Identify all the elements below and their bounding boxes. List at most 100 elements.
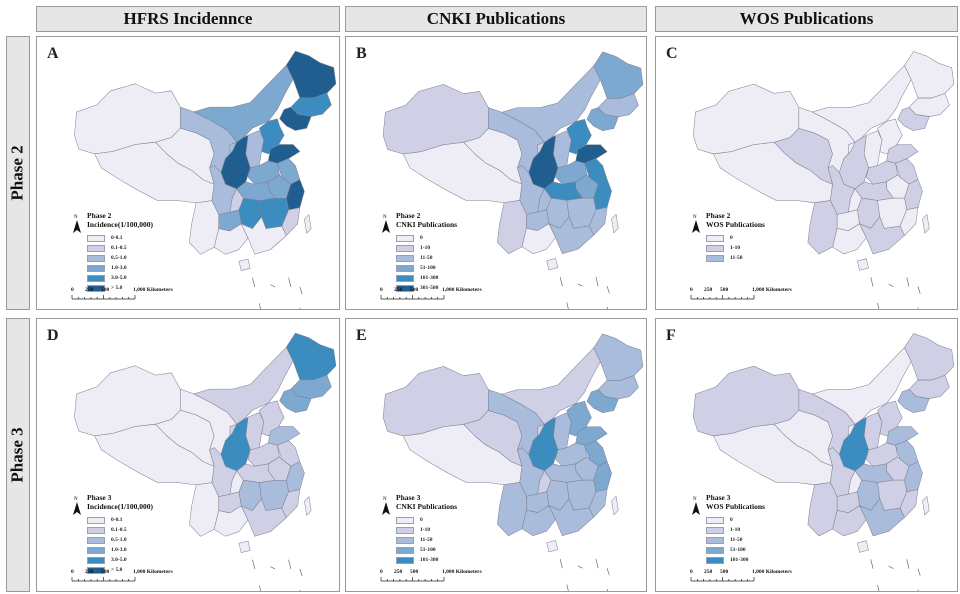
island-dash [870, 559, 874, 569]
legend-label: 11-50 [420, 255, 433, 261]
china-map [74, 332, 337, 591]
scale-tick-label: 500 [410, 569, 419, 575]
legend-swatch [87, 284, 105, 292]
legend-item: 0.1-0.5 [87, 525, 127, 535]
province-taiwan [304, 496, 312, 516]
legend-label: 0 [730, 235, 733, 241]
legend-item: 1-10 [396, 525, 438, 535]
scale-ruler [380, 577, 445, 582]
island-dash [877, 302, 880, 309]
scale-tick-label: 1,000 Kilometers [442, 287, 482, 293]
scale-ruler [71, 577, 136, 582]
legend-label: 1.0-3.0 [111, 547, 127, 553]
legend-label: 0-0.1 [111, 517, 123, 523]
legend-swatch [396, 264, 414, 272]
row-header-phase2: Phase 2 [6, 36, 30, 310]
island-dash [559, 276, 563, 287]
panel-letter: B [356, 45, 367, 62]
legend-item: 0-0.1 [87, 515, 127, 525]
legend-item: 0.1-0.5 [87, 243, 127, 253]
svg-text:N: N [74, 497, 78, 502]
legend-phase-label: Phase 3 [706, 493, 731, 502]
svg-text:N: N [693, 215, 697, 220]
legend-swatch [706, 244, 724, 252]
legend-item: 3.0-5.0 [87, 555, 127, 565]
scale-tick-label: 1,000 Kilometers [752, 287, 792, 293]
legend-swatch [87, 546, 105, 554]
scale-tick-label: 0 [380, 569, 383, 575]
legend-swatch [706, 526, 724, 534]
province-guangdong [859, 216, 905, 255]
province-heilongjiang [286, 332, 337, 381]
island-dash [270, 284, 276, 288]
legend-swatch [396, 234, 414, 242]
province-guangdong [548, 498, 594, 537]
legend-item: 1-10 [396, 243, 438, 253]
legend-swatch [87, 526, 105, 534]
province-hainan [238, 258, 251, 271]
legend-items: 0 1-10 11-50 51-100 101-300 [396, 515, 438, 565]
legend-swatch [706, 516, 724, 524]
island-dash [906, 559, 910, 569]
scale-tick-label: 1,000 Kilometers [752, 569, 792, 575]
province-liaoning [586, 389, 619, 414]
scale-bar: 0 250 500 1,000 Kilometers [690, 287, 850, 303]
map-panel-e: E N Phase 3 CNKI Publications 0 1-10 11-50 51-1… [345, 318, 647, 592]
legend-item: 0 [706, 233, 743, 243]
north-arrow-icon: N [692, 215, 700, 233]
province-guangdong [240, 498, 287, 537]
scale-tick-label: 250 [394, 287, 403, 293]
legend-swatch [87, 536, 105, 544]
legend-item: 1.0-3.0 [87, 263, 127, 273]
legend-phase-label: Phase 3 [396, 493, 421, 502]
island-dash [606, 307, 608, 309]
china-map [692, 333, 955, 591]
china-map [74, 50, 337, 309]
province-liaoning [586, 107, 619, 132]
legend-label: 3.0-5.0 [111, 557, 127, 563]
china-map [382, 333, 644, 591]
legend-phase-label: Phase 2 [87, 211, 112, 220]
scale-tick-label: 0 [71, 287, 74, 293]
province-taiwan [611, 214, 619, 234]
column-header-hfrs: HFRS Incidennce [36, 6, 340, 32]
legend-items: 0 1-10 11-50 [706, 233, 743, 263]
legend-swatch [396, 526, 414, 534]
legend-label: 1.0-3.0 [111, 265, 127, 271]
legend-swatch [87, 264, 105, 272]
legend-variable-label: CNKI Publications [396, 502, 458, 511]
island-dash [917, 286, 921, 294]
scale-ruler [690, 295, 755, 300]
map-panel-b: B N Phase 2 CNKI Publications 0 1-10 11-50 51-1… [345, 36, 647, 310]
legend-items: 0 1-10 11-50 51-100 101-300 [706, 515, 748, 565]
legend-label: 1-10 [730, 245, 741, 251]
island-dash [566, 584, 569, 591]
legend-item: 51-100 [396, 263, 438, 273]
legend-phase-label: Phase 2 [706, 211, 731, 220]
legend-item: 1-10 [706, 525, 748, 535]
legend-label: 51-100 [730, 547, 746, 553]
north-arrow-icon: N [73, 497, 81, 515]
legend-item: 3.0-5.0 [87, 273, 127, 283]
province-hainan [238, 540, 251, 553]
province-guangdong [859, 498, 905, 537]
legend-item: 11-50 [706, 253, 743, 263]
north-arrow-icon: N [692, 497, 700, 515]
island-dash [566, 302, 569, 309]
china-map [382, 51, 644, 309]
legend-item: 51-100 [706, 545, 748, 555]
legend-label: 51-100 [420, 265, 436, 271]
legend-swatch [396, 254, 414, 262]
island-dash [888, 283, 894, 287]
island-dash [917, 307, 919, 309]
province-inner-mongolia [501, 347, 601, 425]
legend-swatch [396, 546, 414, 554]
legend-label: 0.1-0.5 [111, 245, 127, 251]
legend-swatch [706, 254, 724, 262]
legend-label: 101-300 [420, 557, 439, 563]
island-dash [606, 568, 610, 576]
legend-label: 0 [420, 235, 423, 241]
north-arrow-icon: N [382, 215, 390, 233]
legend-item: 0 [396, 233, 438, 243]
province-heilongjiang [593, 333, 644, 381]
